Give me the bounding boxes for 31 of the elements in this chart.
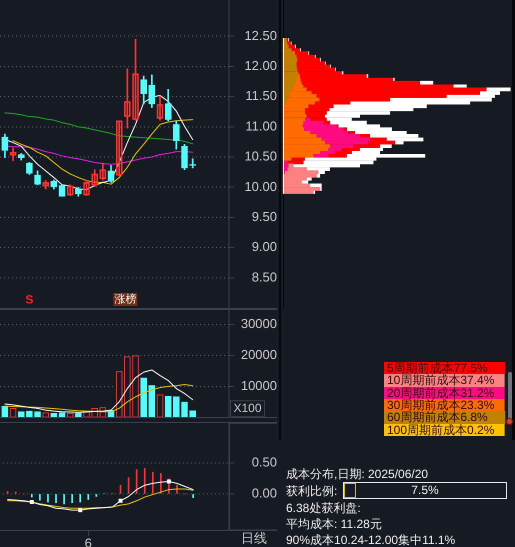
y-tick-label: 0.50	[252, 454, 277, 470]
y-tick-label: 12.50	[244, 28, 277, 43]
text: 6.38处获利盘:	[286, 500, 361, 514]
text: 日线	[241, 530, 267, 546]
legend-label: 10周期前成本37.4%	[387, 373, 494, 388]
annotation: S	[25, 292, 34, 306]
y-tick-label: 11.50	[245, 88, 277, 104]
y-tick-label: 11.00	[245, 118, 277, 134]
y-tick-label: 10.50	[244, 148, 277, 164]
text: 获利比例:	[286, 484, 338, 498]
legend-label: 20周期前成本31.2%	[387, 386, 494, 400]
legend-label: 100周期前成本0.2%	[387, 422, 494, 437]
y-tick-label: 12.00	[244, 58, 277, 74]
y-tick-label: 30000	[240, 316, 277, 332]
y-tick-label: 10000	[240, 378, 277, 393]
y-tick-label: 20000	[240, 346, 277, 362]
y-tick-label: 8.50	[252, 269, 277, 284]
y-tick-label: 10.00	[244, 178, 277, 194]
legend-label: 5周期前成本77.5%	[387, 361, 488, 375]
legend-label: 60周期前成本6.8%	[387, 410, 488, 424]
text: 平均成本: 11.28元	[286, 516, 382, 530]
text: 90%成本10.24-12.00集中11.1%	[286, 532, 456, 546]
y-tick-label: 9.50	[252, 208, 277, 224]
legend-label: 30周期前成本23.3%	[387, 398, 494, 412]
y-tick-label: 0.00	[252, 486, 277, 501]
progress-bar: 7.5%	[343, 482, 507, 499]
y-axis-title: X100	[233, 401, 262, 416]
y-tick-label: 9.00	[252, 239, 277, 254]
annotation: 涨榜	[114, 292, 136, 306]
data-label: 7.5%	[411, 483, 439, 498]
text: 成本分布,日期: 2025/06/20	[286, 466, 428, 480]
